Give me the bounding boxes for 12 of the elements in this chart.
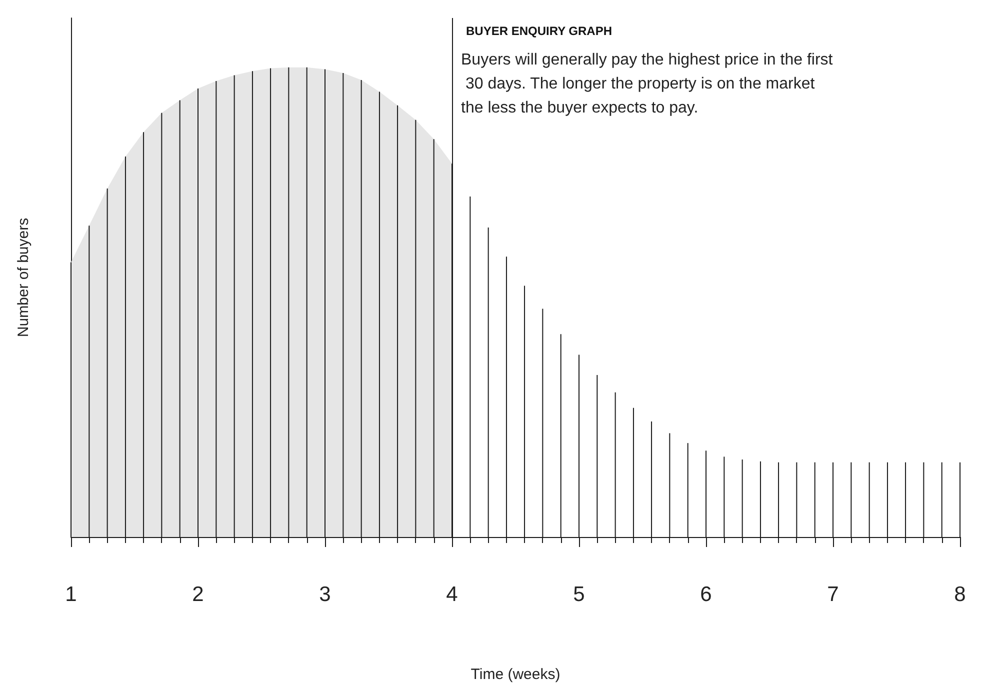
annotation: Buyers will generally pay the highest price in the first 30 days. The longer the property is on the market the less the buyer expects to pay.: [461, 52, 834, 116]
x-tick-label: 4: [446, 583, 458, 606]
chart-title: BUYER ENQUIRY GRAPH: [466, 24, 612, 38]
x-axis-title: Time (weeks): [470, 666, 560, 683]
x-tick-label: 3: [319, 583, 331, 606]
x-tick-label: 7: [827, 583, 839, 606]
x-tick-label: 1: [65, 583, 77, 606]
x-tick-label: 2: [192, 583, 204, 606]
x-tick-label: 6: [700, 583, 712, 606]
y-axis-title: Number of buyers: [15, 218, 32, 338]
x-tick-label: 5: [573, 583, 585, 606]
x-tick-label: 8: [954, 583, 966, 606]
